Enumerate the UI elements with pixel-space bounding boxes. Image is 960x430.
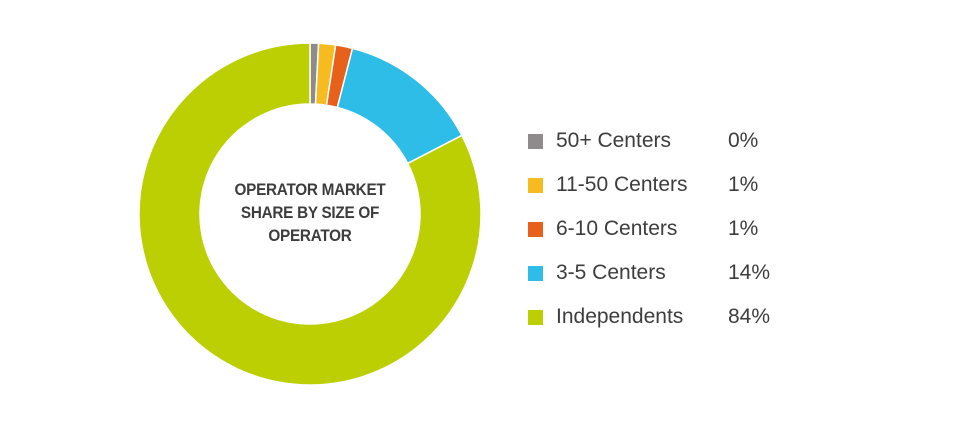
legend-item-50-centers: 50+ Centers 0% [528,127,828,171]
legend-item-11-50-centers: 11-50 Centers 1% [528,171,828,215]
legend-swatch [528,222,543,237]
legend-label: 3-5 Centers [556,261,666,284]
legend-item-independents: Independents 84% [528,303,828,347]
legend-swatch [528,178,543,193]
legend-label: Independents [556,305,684,328]
legend-label: 6-10 Centers [556,217,678,240]
legend-swatch [528,266,543,281]
legend-value: 1% [728,173,759,196]
legend-swatch [528,134,543,149]
legend-value: 0% [728,129,759,152]
legend-label: 11-50 Centers [556,173,688,196]
legend-value: 14% [728,261,771,284]
legend-value: 84% [728,305,771,328]
legend-swatch [528,310,543,325]
legend-item-6-10-centers: 6-10 Centers 1% [528,215,828,259]
legend: 50+ Centers 0% 11-50 Centers 1% 6-10 Centers… [528,127,828,347]
legend-item-3-5-centers: 3-5 Centers 14% [528,259,828,303]
legend-value: 1% [728,217,759,240]
chart-title: OPERATOR MARKET SHARE BY SIZE OF OPERATO… [234,180,386,245]
slice-independents [138,42,482,386]
legend-label: 50+ Centers [556,129,671,152]
donut-slices [138,42,482,386]
